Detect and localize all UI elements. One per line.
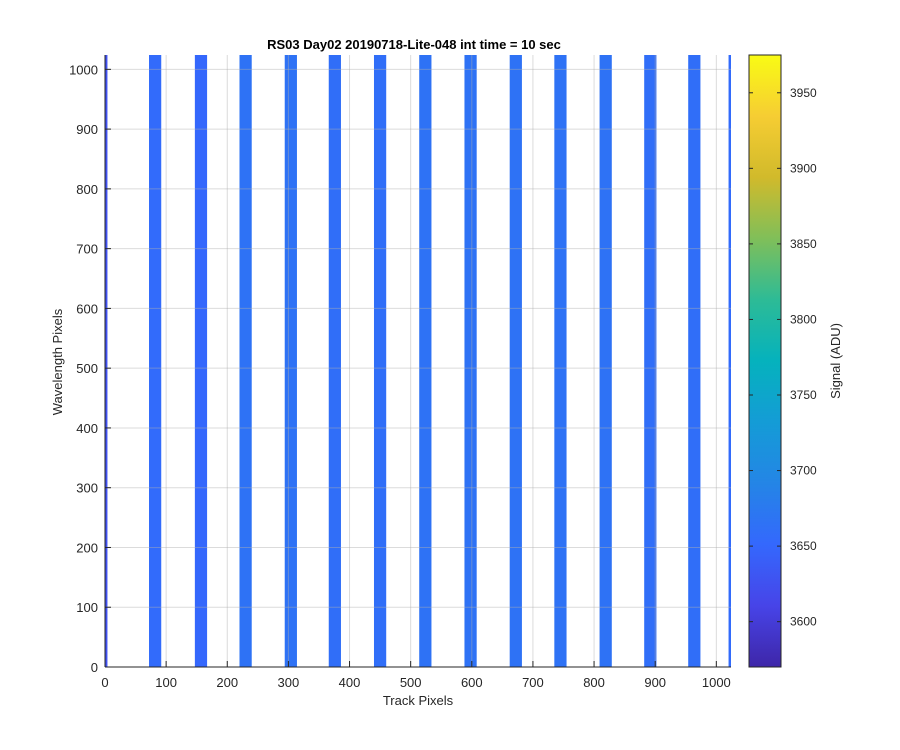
grid-layer [104,55,731,668]
y-tick-label-200: 200 [76,540,98,555]
colorbar [748,54,782,668]
x-tick-label-600: 600 [461,675,483,690]
x-tick-label-700: 700 [522,675,544,690]
colorbar-tick-label-3900: 3900 [790,161,817,175]
y-tick-label-100: 100 [76,600,98,615]
plot-area [105,55,731,667]
heatmap-stripe-14 [728,55,731,667]
x-tick-label-800: 800 [583,675,605,690]
colorbar-tick-label-3650: 3650 [790,539,817,553]
heatmap-stripe-9 [509,55,522,667]
colorbar-tick-label-3600: 3600 [790,615,817,629]
x-tick-label-200: 200 [216,675,238,690]
x-tick-label-300: 300 [278,675,300,690]
y-tick-label-600: 600 [76,301,98,316]
x-tick-label-500: 500 [400,675,422,690]
x-tick-label-400: 400 [339,675,361,690]
heatmap-stripe-8 [464,55,477,667]
heatmap-stripe-6 [373,55,387,667]
y-tick-label-0: 0 [91,660,98,675]
heatmap-stripe-4 [284,55,297,667]
heatmap-stripe-0 [105,55,108,667]
y-tick-label-1000: 1000 [69,62,98,77]
colorbar-ticks: 3600 3650 3700 3750 3800 3850 3900 3950 [749,86,817,629]
colorbar-tick-label-3850: 3850 [790,237,817,251]
colorbar-label: Signal (ADU) [828,323,843,399]
heatmap-stripe-13 [688,55,701,667]
heatmap-stripe-7 [419,55,432,667]
y-tick-label-900: 900 [76,122,98,137]
x-tick-label-100: 100 [155,675,177,690]
heatmap-stripe-10 [554,55,567,667]
colorbar-tick-label-3700: 3700 [790,464,817,478]
colorbar-tick-label-3750: 3750 [790,388,817,402]
x-tick-label-1000: 1000 [702,675,731,690]
heatmap-stripe-5 [328,55,341,667]
y-tick-label-800: 800 [76,182,98,197]
x-axis-label: Track Pixels [383,693,454,708]
y-axis-label: Wavelength Pixels [50,308,65,415]
colorbar-tick-label-3950: 3950 [790,86,817,100]
heatmap-stripe-12 [644,55,657,667]
x-tick-label-900: 900 [644,675,666,690]
heatmap-stripe-1 [149,55,162,667]
y-axis-ticks: 0 100 200 300 400 500 600 700 800 900 1000 [69,62,111,675]
x-tick-label-0: 0 [101,675,108,690]
y-tick-label-300: 300 [76,481,98,496]
chart-title: RS03 Day02 20190718-Lite-048 int time = … [267,37,561,52]
heatmap-stripe-3 [239,55,252,667]
y-tick-label-500: 500 [76,361,98,376]
heatmap-stripe-2 [194,55,208,667]
x-axis-ticks: 0 100 200 300 400 500 600 700 800 900 1000 [101,661,731,690]
heatmap-stripe-11 [599,55,612,667]
y-tick-label-700: 700 [76,242,98,257]
heatmap-background [105,55,731,667]
colorbar-tick-label-3800: 3800 [790,312,817,326]
y-tick-label-400: 400 [76,421,98,436]
